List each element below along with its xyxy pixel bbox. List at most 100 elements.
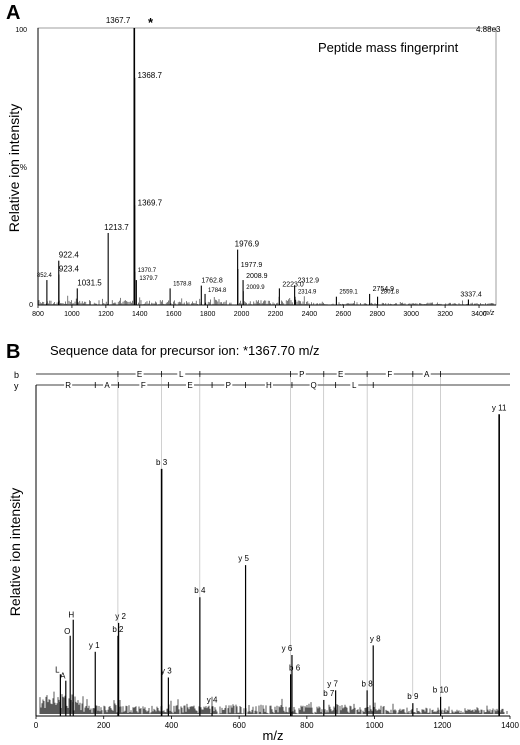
panel-a-peak-label: 2008.9 [246, 273, 268, 280]
panel-a-peak-label: 2223.0 [282, 281, 304, 288]
panel-b-y-residue-bg [64, 380, 73, 389]
panel-b-y-residue-bg [264, 380, 273, 389]
panel-a-peak-label: 1784.8 [208, 288, 227, 294]
panel-b-y-residue: P [226, 381, 231, 390]
panel-a-peak-label: 1367.7 [106, 16, 131, 25]
panel-b-x-tick-label: 800 [300, 721, 314, 730]
panel-a-peak-label: 852.4 [37, 273, 53, 279]
panel-b-y-residue-bg [309, 380, 318, 389]
panel-b-x-tick-label: 600 [232, 721, 246, 730]
panel-a-y-percent-label: % [20, 163, 27, 172]
panel-b-b-residue: F [387, 370, 392, 379]
panel-b-peak-label: y 2 [115, 612, 126, 621]
panel-b-peak-label: b 9 [407, 692, 419, 701]
panel-a-x-tick-label: 1600 [166, 311, 182, 318]
panel-a-y-bottom-tick: 0 [29, 302, 33, 309]
panel-b-peak-label: y 6 [282, 644, 293, 653]
panel-b-b-residue: P [299, 370, 304, 379]
panel-b-y-residue-bg [350, 380, 359, 389]
panel-b-peak-label: b 4 [194, 586, 206, 595]
panel-a-x-tick-label: 3400 [471, 311, 487, 318]
panel-a-peak-label: 2559.1 [339, 290, 358, 296]
panel-b-noise-baseline [39, 691, 508, 714]
panel-b-x-tick-label: 400 [165, 721, 179, 730]
panel-b-b-residue-bg [297, 369, 306, 378]
panel-b-x-tick-label: 0 [34, 721, 39, 730]
panel-b-peak-label: y 8 [370, 634, 381, 643]
panel-a-peak-label: 1578.8 [173, 281, 192, 287]
panel-b-peak-label: b 6 [289, 663, 301, 672]
panel-b-x-axis-title: m/z [263, 728, 284, 743]
panel-a-peak-label: 1213.7 [104, 223, 129, 232]
panel-b-b-residue: E [338, 370, 343, 379]
panel-a-peak-label: 1031.5 [77, 278, 102, 287]
panel-a-x-ticks: 800 1000 1200 1400 1600 1800 2000 2200 2400 2600 2… [32, 305, 487, 318]
panel-b-peak-label: y 3 [161, 666, 172, 675]
panel-b-b-residue-bg [177, 369, 186, 378]
panel-a-letter: A [6, 2, 20, 24]
panel-a-x-tick-label: 2800 [369, 311, 385, 318]
panel-a-peak-label: 1976.9 [235, 240, 260, 249]
panel-b-b-residue: E [137, 370, 142, 379]
panel-b-y-residue: H [266, 381, 272, 390]
panel-a-peak-label: 1370.7 [138, 268, 157, 274]
panel-b-peak-label: O [64, 627, 70, 636]
panel-a-x-tick-label: 3000 [403, 311, 419, 318]
panel-b-b-residue-bg [135, 369, 144, 378]
panel-b-y-residue-bg [103, 380, 112, 389]
panel-b-b-residue-bg [336, 369, 345, 378]
panel-a-x-tick-label: 1200 [98, 311, 114, 318]
panel-b-x-tick-label: 200 [97, 721, 111, 730]
panel-a-noise-baseline [38, 295, 495, 305]
panel-b-y-residue: F [141, 381, 146, 390]
panel-b-peak-label: H [68, 611, 74, 620]
panel-b-peak-label: b 3 [156, 458, 168, 467]
panel-b-peak-label: y 1 [89, 641, 100, 650]
panel-a-peak-label: 2312.9 [298, 278, 320, 285]
panel-b-y-residue: L [352, 381, 357, 390]
panel-a-x-tick-label: 1800 [200, 311, 216, 318]
panel-a-intensity-scale: 4.88e3 [476, 25, 501, 34]
panel-b-peak-label: y 11 [492, 403, 507, 412]
panel-a-peak-label: 1369.7 [138, 198, 163, 207]
panel-a-peak-label: 1368.7 [137, 71, 162, 80]
panel-a-x-tick-label: 2000 [234, 311, 250, 318]
panel-a-peak-label: 922.4 [59, 251, 80, 260]
panel-a-x-tick-label: 2400 [302, 311, 318, 318]
panel-a-peak-label: 1762.8 [201, 278, 223, 285]
panel-b-b-residue-bg [422, 369, 431, 378]
panel-a-x-tick-label: 1400 [132, 311, 148, 318]
panel-a-y-top-tick: 100 [15, 27, 27, 34]
panel-b-peak-label: y 5 [238, 554, 249, 563]
panel-a-peak-label: 2801.8 [381, 290, 400, 296]
panel-a-y-axis-title: Relative ion intensity [6, 104, 22, 232]
panel-b-y-residue: E [187, 381, 192, 390]
panel-b-letter: B [6, 341, 20, 363]
panel-b-peak-label: A [60, 672, 66, 681]
panel-a-x-axis-title: m/z [483, 310, 495, 317]
panel-b-x-tick-label: 1400 [501, 721, 519, 730]
panel-b-y-series-label: y [14, 381, 19, 391]
panel-a-x-tick-label: 1000 [64, 311, 80, 318]
panel-b-y-residue: A [104, 381, 110, 390]
panel-a-peak-label: 923.4 [59, 265, 80, 274]
panel-b-noise-path [39, 691, 508, 714]
panel-a-peak-label: 2314.9 [298, 290, 317, 296]
panel-b-peak-label: b 7 [323, 689, 335, 698]
panel-a-peak-label: 2009.9 [246, 285, 265, 291]
panel-a-x-tick-label: 2600 [336, 311, 352, 318]
panel-a-peak-label: 1977.9 [241, 262, 263, 269]
panel-b-peak-label: y 4 [207, 695, 218, 704]
panel-b-x-tick-label: 1200 [433, 721, 451, 730]
panel-a-peaks: 852.4 922.4 923.4 1031.5 1213.7 1367.7 1368.7 1… [37, 16, 482, 305]
panel-a-precursor-marker: * [148, 15, 154, 30]
panel-b-b-series-label: b [14, 370, 19, 380]
panel-b-peak-label: b 8 [362, 679, 374, 688]
panel-b-y-residue-bg [139, 380, 148, 389]
panel-a-peak-label: 1379.7 [139, 276, 158, 282]
panel-a-x-tick-label: 2200 [268, 311, 284, 318]
panel-b-peak-label: y 7 [327, 679, 338, 688]
panel-b-y-residue-bg [186, 380, 195, 389]
panel-a-peak-label: 3337.4 [460, 291, 482, 298]
